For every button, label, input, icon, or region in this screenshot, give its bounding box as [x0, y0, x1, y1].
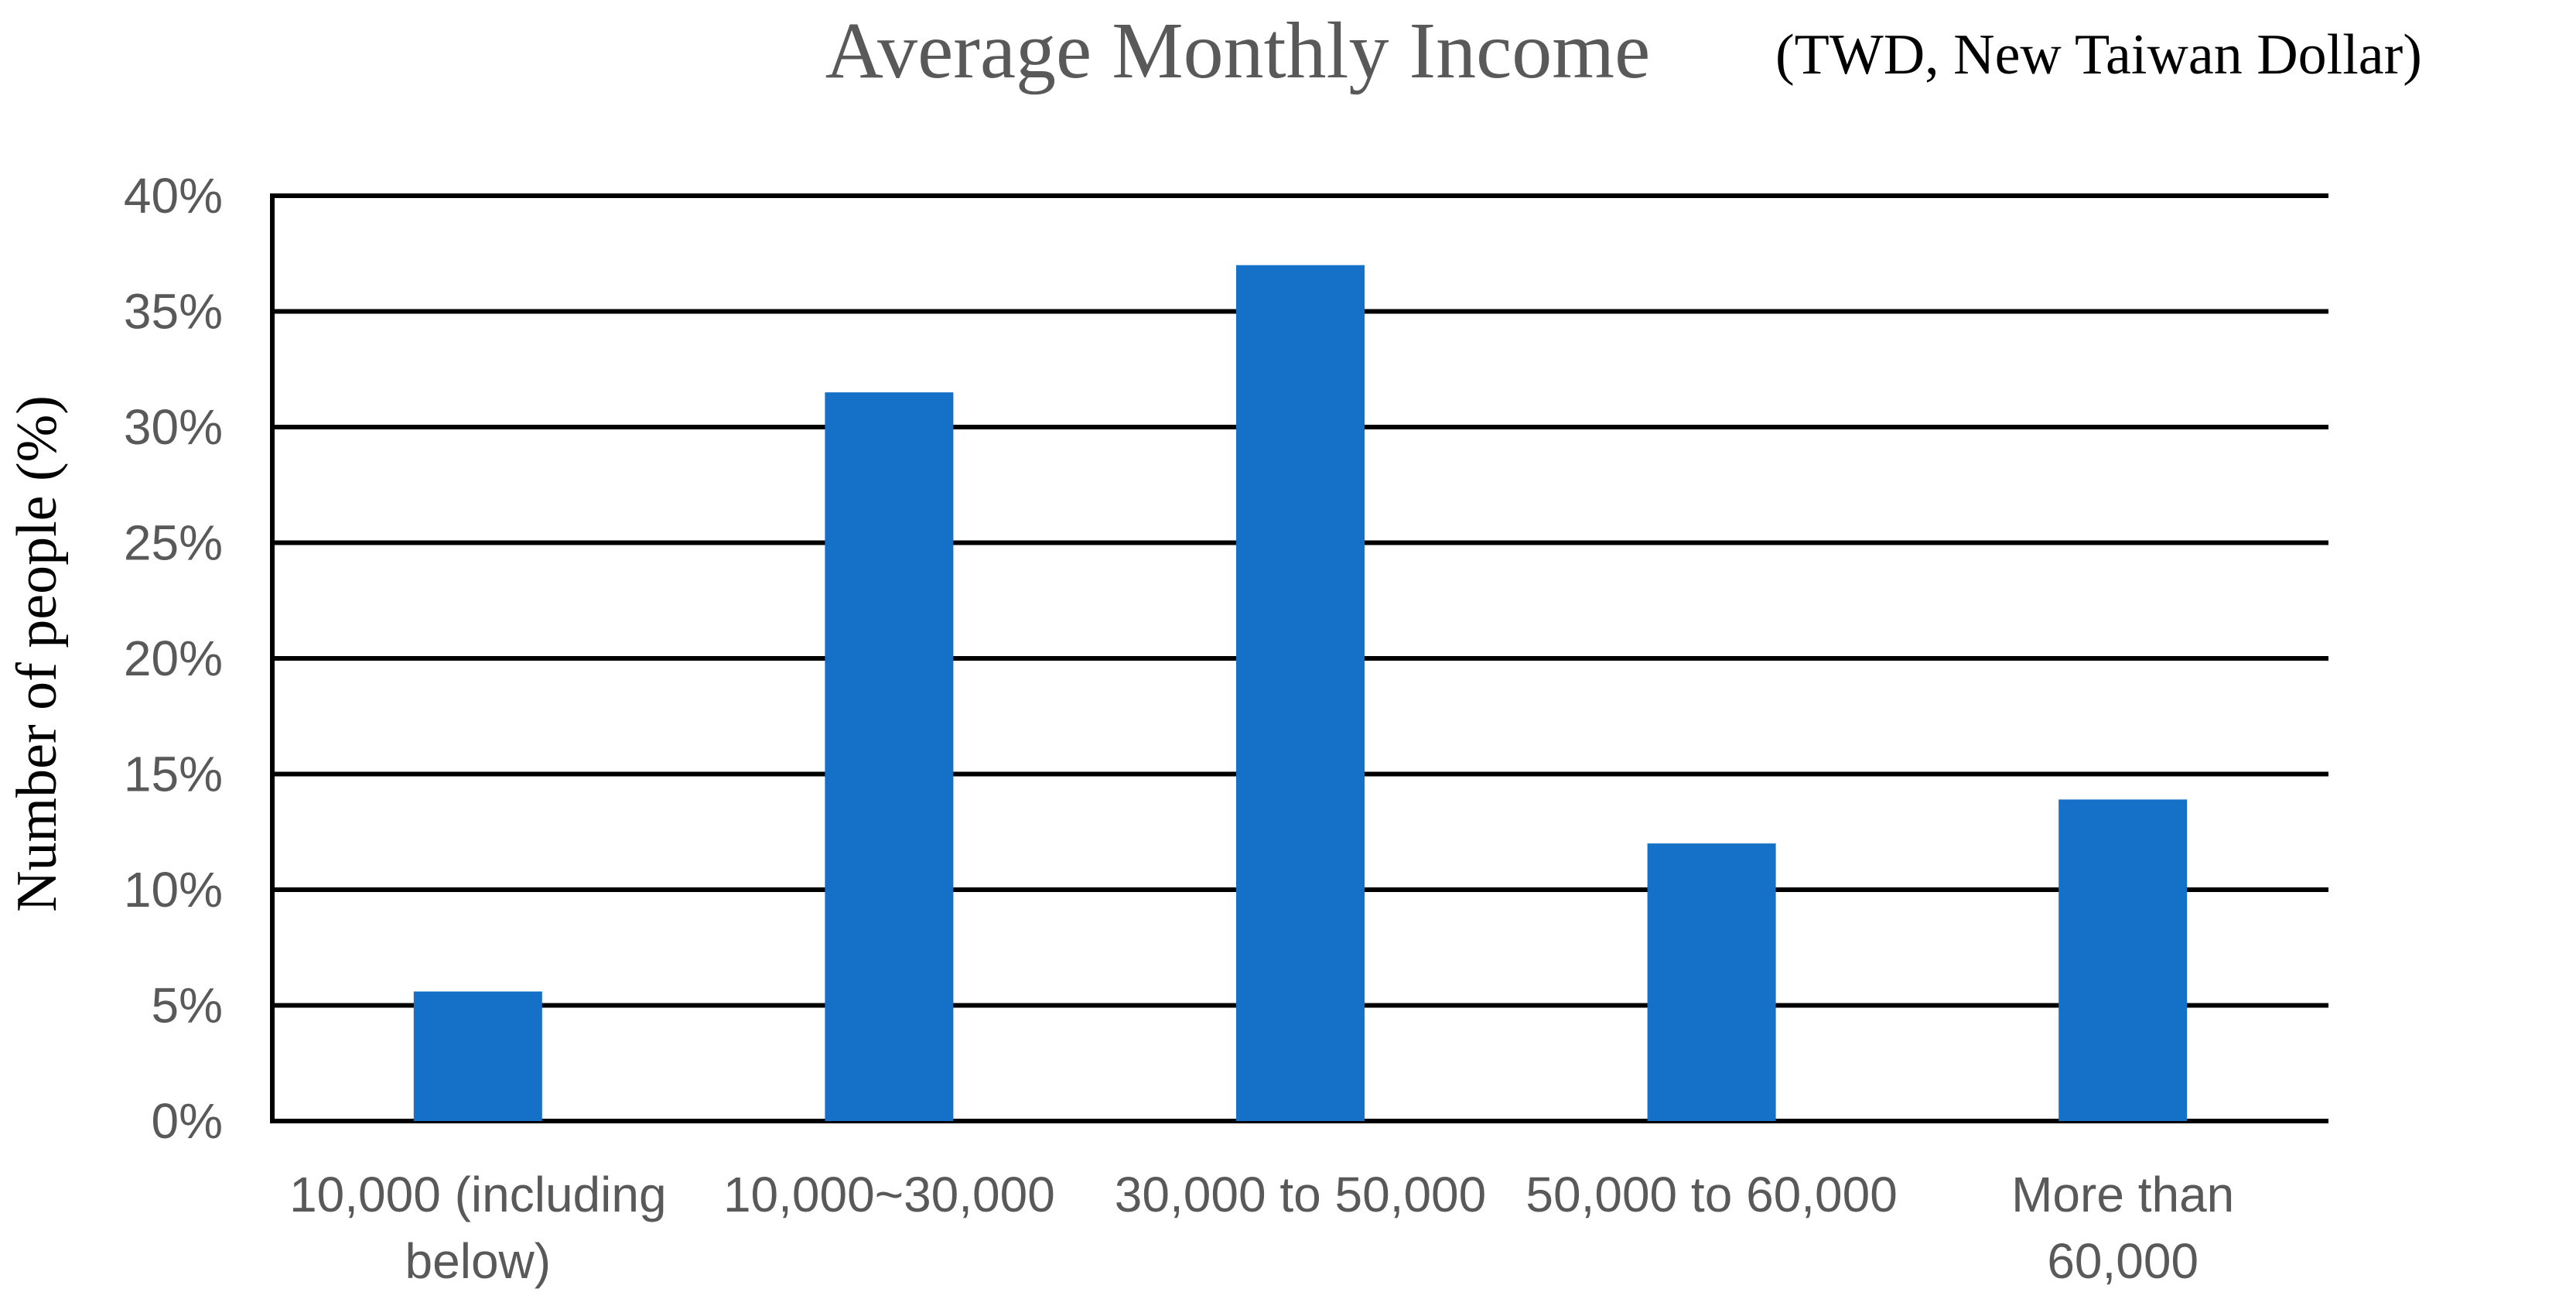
y-tick-label: 20% [124, 631, 223, 686]
bar [825, 392, 954, 1121]
bar [2058, 799, 2188, 1121]
x-axis-ticks: 10,000 (including below) 10,000~30,000 30,0… [289, 1167, 2234, 1289]
y-tick-label: 30% [124, 399, 223, 455]
chart-subtitle: (TWD, New Taiwan Dollar) [1775, 23, 2422, 87]
x-tick-label: More than 60,000 [2011, 1167, 2234, 1289]
y-tick-label: 5% [152, 978, 224, 1034]
bar [413, 991, 542, 1121]
x-tick-label: 30,000 to 50,000 [1115, 1167, 1486, 1222]
y-tick-label: 40% [124, 168, 223, 224]
x-tick-label: 10,000 (including below) [289, 1167, 666, 1289]
y-tick-label: 15% [124, 747, 223, 802]
y-tick-label: 35% [124, 284, 223, 340]
y-axis-label: Number of people (%) [5, 395, 69, 912]
y-tick-label: 25% [124, 515, 223, 571]
y-tick-label: 10% [124, 862, 223, 918]
y-axis-ticks: 0% 5% 10% 15% 20% 25% 30% 35% 40% [124, 168, 223, 1149]
bars [413, 265, 2188, 1122]
x-tick-label: 50,000 to 60,000 [1525, 1167, 1897, 1222]
y-tick-label: 0% [152, 1093, 224, 1149]
x-tick-label: 10,000~30,000 [723, 1167, 1055, 1222]
bar [1647, 843, 1776, 1121]
chart-title: Average Monthly Income [825, 6, 1651, 95]
bar [1236, 265, 1365, 1122]
